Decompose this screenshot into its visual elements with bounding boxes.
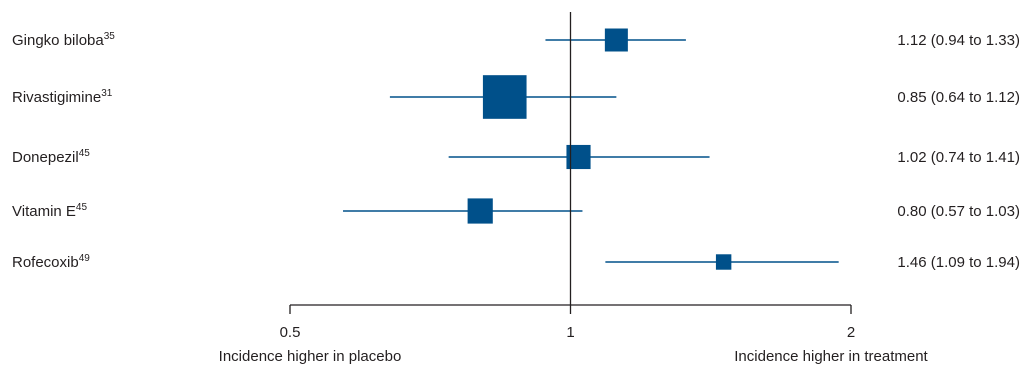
right-side-label: Incidence higher in treatment: [734, 348, 928, 365]
study-row: Gingko biloba35 1.12 (0.94 to 1.33): [12, 28, 1020, 52]
point-estimate-marker: [604, 28, 628, 52]
x-axis-ticks: 0.5 1 2: [280, 305, 855, 341]
rows-layer: Gingko biloba35 1.12 (0.94 to 1.33) Rivast…: [12, 28, 1020, 271]
study-reference: 45: [79, 148, 91, 159]
estimate-label: 0.85 (0.64 to 1.12): [897, 89, 1020, 106]
study-row: Vitamin E45 0.80 (0.57 to 1.03): [12, 198, 1020, 224]
study-name: Rofecoxib49: [12, 253, 90, 271]
study-name-text: Gingko biloba: [12, 32, 104, 49]
study-row: Donepezil45 1.02 (0.74 to 1.41): [12, 144, 1020, 170]
x-tick-label: 1: [566, 324, 574, 341]
study-name: Donepezil45: [12, 148, 90, 166]
study-name: Vitamin E45: [12, 202, 87, 220]
study-row: Rivastigimine31 0.85 (0.64 to 1.12): [12, 75, 1020, 119]
estimate-label: 1.02 (0.74 to 1.41): [897, 149, 1020, 166]
estimate-label: 0.80 (0.57 to 1.03): [897, 203, 1020, 220]
study-name: Rivastigimine31: [12, 88, 113, 106]
estimate-label: 1.12 (0.94 to 1.33): [897, 32, 1020, 49]
left-side-label: Incidence higher in placebo: [219, 348, 402, 365]
study-name-text: Vitamin E: [12, 203, 76, 220]
study-reference: 49: [79, 253, 91, 264]
estimate-label: 1.46 (1.09 to 1.94): [897, 254, 1020, 271]
point-estimate-marker: [482, 75, 527, 119]
study-name-text: Donepezil: [12, 149, 79, 166]
study-reference: 31: [101, 88, 113, 99]
study-name-text: Rofecoxib: [12, 254, 79, 271]
point-estimate-marker: [467, 198, 493, 224]
study-reference: 45: [76, 202, 88, 213]
study-name-text: Rivastigimine: [12, 89, 101, 106]
point-estimate-marker: [715, 254, 732, 270]
study-name: Gingko biloba35: [12, 31, 115, 49]
x-tick-label: 2: [847, 324, 855, 341]
study-reference: 35: [104, 31, 116, 42]
x-tick-label: 0.5: [280, 324, 301, 341]
study-row: Rofecoxib49 1.46 (1.09 to 1.94): [12, 253, 1020, 271]
